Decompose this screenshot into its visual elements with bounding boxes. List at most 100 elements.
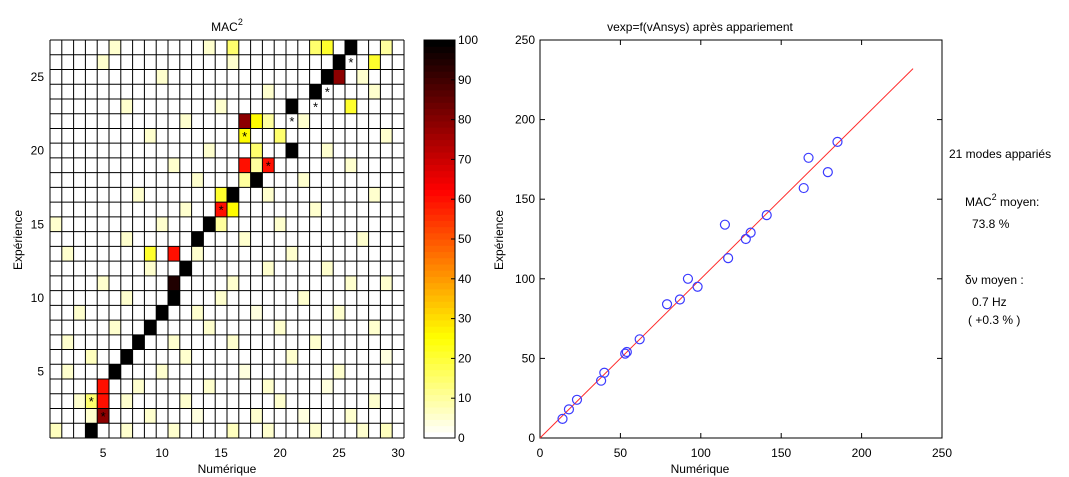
scatter-y-axis-label: Expérience (492, 210, 506, 270)
scatter-y-tick-label: 50 (522, 351, 536, 365)
matched-pair-marker: * (313, 99, 318, 114)
mac-mean-value: 73.8 % (972, 217, 1010, 231)
heatmap-cell (274, 320, 286, 335)
heatmap-cell (227, 276, 239, 291)
heatmap-cell (274, 128, 286, 143)
colorbar-step (424, 283, 455, 290)
heatmap-cell (251, 143, 263, 158)
heatmap-cell (321, 143, 333, 158)
heatmap-cell (121, 394, 133, 409)
scatter-y-tick-label: 250 (515, 33, 535, 47)
colorbar-step (424, 59, 455, 66)
heatmap-cell (109, 40, 121, 55)
colorbar-tick-label: 80 (458, 113, 472, 127)
colorbar-step (424, 52, 455, 59)
matched-modes-count: 21 modes appariés (949, 147, 1051, 161)
colorbar-step (424, 388, 455, 395)
heatmap-cell (321, 40, 333, 55)
colorbar-step (424, 320, 455, 327)
heatmap-x-tick-label: 15 (214, 446, 228, 460)
matched-pair-marker: * (101, 409, 106, 424)
heatmap-cell (380, 128, 392, 143)
matched-pair-marker: * (89, 394, 94, 409)
heatmap-x-tick-label: 25 (332, 446, 346, 460)
heatmap-cell (168, 276, 180, 291)
mac-mean-label: MAC2 moyen: (965, 192, 1039, 209)
heatmap-cell (85, 350, 97, 365)
heatmap-cell (192, 173, 204, 188)
colorbar-tick-label: 90 (458, 73, 472, 87)
heatmap-cell (227, 423, 239, 438)
heatmap-cell (215, 187, 227, 202)
heatmap-cell (62, 246, 74, 261)
heatmap-cell (274, 394, 286, 409)
heatmap-cell (168, 246, 180, 261)
colorbar-step (424, 401, 455, 408)
colorbar-step (424, 152, 455, 159)
mac-heatmap-chart: MAC2 * * * * * * * * * * * * * * * * * * * * * 5 10 15 20 25 30 5… (11, 17, 405, 476)
matched-pair-marker: * (160, 306, 165, 321)
colorbar-tick-label: 50 (458, 232, 472, 246)
heatmap-x-tick-label: 10 (155, 446, 169, 460)
heatmap-cell (333, 305, 345, 320)
heatmap-cell (321, 69, 333, 84)
heatmap-cell (215, 99, 227, 114)
heatmap-cell (180, 202, 192, 217)
heatmap-cell (203, 40, 215, 55)
heatmap-y-ticks: 510152025 (31, 70, 45, 379)
freq-mean-value: 0.7 Hz (972, 295, 1007, 309)
heatmap-cell (239, 158, 251, 173)
colorbar-step (424, 382, 455, 389)
matched-pair-marker: * (219, 203, 224, 218)
colorbar-tick-label: 40 (458, 272, 472, 286)
heatmap-cell (192, 305, 204, 320)
heatmap-cell (251, 409, 263, 424)
heatmap-x-axis-label: Numérique (198, 462, 257, 476)
colorbar-step (424, 258, 455, 265)
heatmap-cell (121, 99, 133, 114)
colorbar-tick-label: 10 (458, 391, 472, 405)
colorbar-step (424, 183, 455, 190)
freq-mean-label: δν moyen : (965, 273, 1024, 287)
annotations: 21 modes appariés MAC2 moyen: 73.8 % δν … (949, 147, 1051, 327)
matched-pair-marker: * (348, 55, 353, 70)
heatmap-cell (262, 84, 274, 99)
heatmap-cell (85, 409, 97, 424)
heatmap-cell (251, 114, 263, 129)
heatmap-cell (227, 55, 239, 70)
heatmap-y-tick-label: 5 (37, 365, 44, 379)
heatmap-cell (133, 187, 145, 202)
matched-pair-marker: * (195, 232, 200, 247)
heatmap-cell (333, 364, 345, 379)
heatmap-cell (298, 291, 310, 306)
matched-pair-marker: * (124, 350, 129, 365)
colorbar-step (424, 419, 455, 426)
heatmap-cell (144, 409, 156, 424)
heatmap-cell (203, 320, 215, 335)
heatmap-cell (144, 261, 156, 276)
scatter-x-tick-label: 250 (932, 446, 952, 460)
matched-pair-marker: * (136, 335, 141, 350)
heatmap-cell (357, 69, 369, 84)
heatmap-cell (227, 335, 239, 350)
heatmap-y-tick-label: 25 (31, 70, 45, 84)
heatmap-cell (74, 394, 86, 409)
scatter-x-axis-label: Numérique (671, 462, 730, 476)
heatmap-cell (310, 423, 322, 438)
scatter-x-tick-label: 100 (691, 446, 711, 460)
heatmap-cell (310, 84, 322, 99)
heatmap-cell (192, 409, 204, 424)
heatmap-x-ticks: 5 10 15 20 25 30 (100, 446, 405, 460)
colorbar-step (424, 202, 455, 209)
heatmap-cell (380, 350, 392, 365)
colorbar-step (424, 233, 455, 240)
colorbar-step (424, 177, 455, 184)
heatmap-cell (227, 40, 239, 55)
heatmap-y-axis-label: Expérience (11, 210, 25, 270)
colorbar-tick-label: 20 (458, 351, 472, 365)
heatmap-cell (97, 55, 109, 70)
heatmap-cell (380, 276, 392, 291)
colorbar-step (424, 65, 455, 72)
heatmap-cell (239, 232, 251, 247)
heatmap-x-tick-label: 30 (391, 446, 405, 460)
